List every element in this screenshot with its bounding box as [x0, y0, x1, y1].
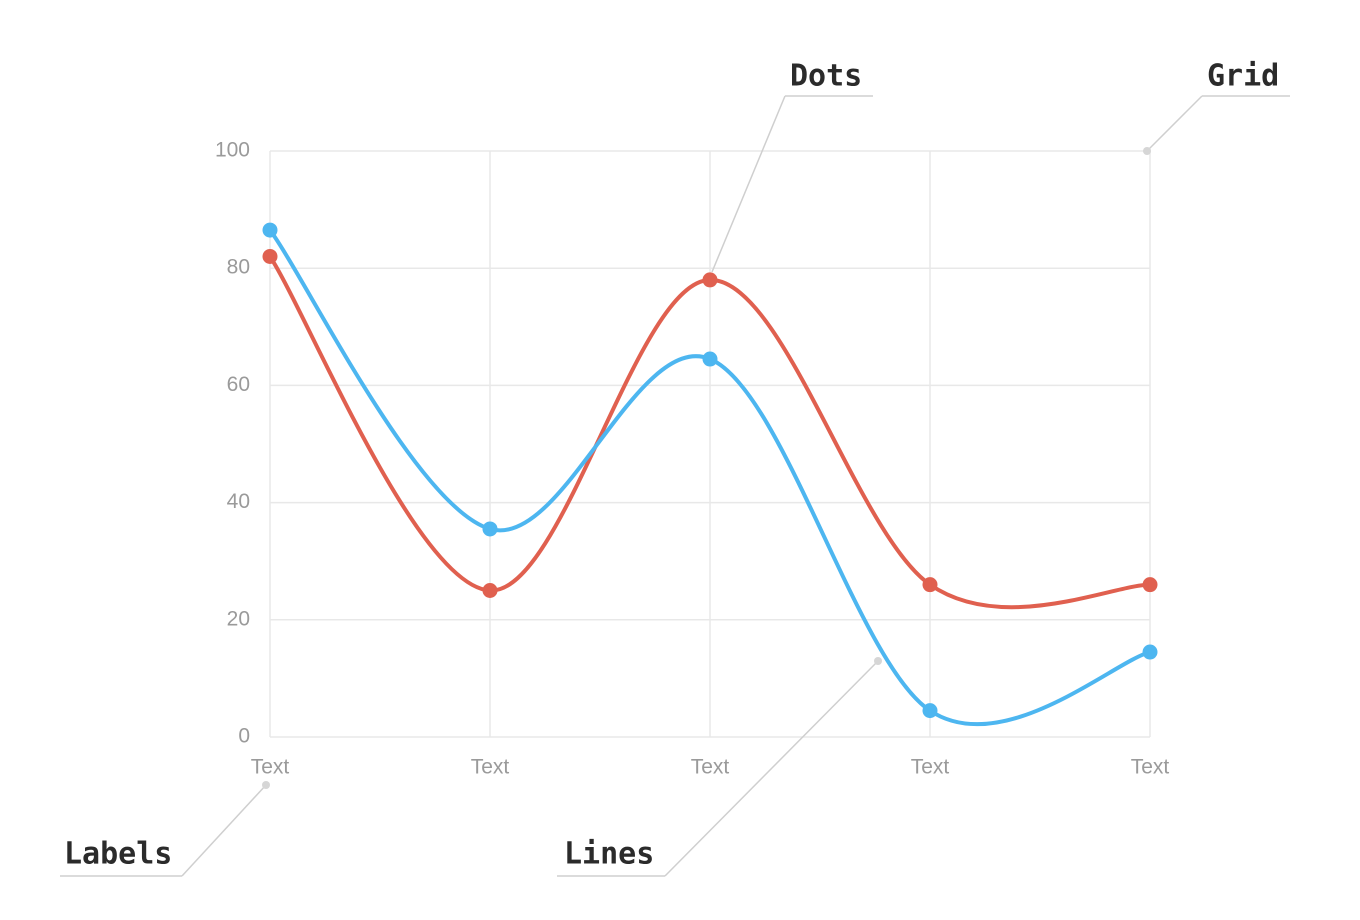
annotation-leader [664, 660, 879, 877]
x-tick-label: Text [251, 756, 290, 779]
annotation-dot [262, 781, 270, 789]
dot [1142, 644, 1158, 660]
annotation: Grid [1207, 59, 1279, 94]
dot [922, 577, 938, 593]
dot [922, 703, 938, 719]
y-tick-label: 0 [238, 725, 250, 748]
series-line [268, 255, 1151, 610]
dot [482, 521, 498, 537]
dot [702, 272, 718, 288]
dot [262, 248, 278, 264]
dot [702, 351, 718, 367]
annotation-dot [1143, 147, 1151, 155]
y-tick-label: 100 [215, 139, 250, 162]
annotation-dot [874, 657, 882, 665]
x-tick-label: Text [911, 756, 950, 779]
annotation: Dots [790, 59, 862, 94]
y-tick-label: 60 [227, 373, 250, 396]
annotation: Lines [564, 837, 654, 872]
y-tick-label: 80 [227, 256, 250, 279]
x-tick-label: Text [1131, 756, 1170, 779]
x-tick-label: Text [691, 756, 730, 779]
annotation-leader [711, 95, 786, 273]
dot [1142, 577, 1158, 593]
x-tick-label: Text [471, 756, 510, 779]
y-tick-label: 20 [227, 607, 250, 630]
dot [482, 583, 498, 598]
annotation: Labels [64, 837, 172, 872]
annotation-leader [1146, 95, 1203, 152]
dot [262, 222, 278, 238]
annotation-leader [181, 784, 267, 877]
y-tick-label: 40 [227, 490, 250, 513]
